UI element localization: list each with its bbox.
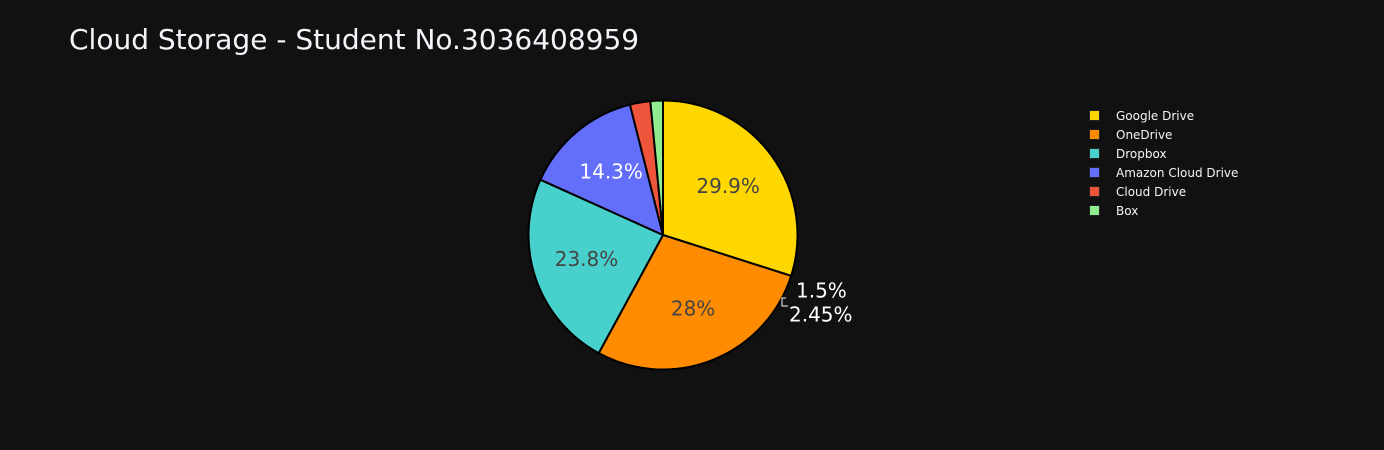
pie-slice-onedrive[interactable] [597, 233, 793, 371]
legend-swatch [1089, 167, 1100, 178]
legend-item-dropbox[interactable]: Dropbox [1089, 144, 1238, 163]
legend-item-cloud-drive[interactable]: Cloud Drive [1089, 182, 1238, 201]
leader-line-cloud-drive [781, 297, 788, 307]
legend-swatch [1089, 205, 1100, 216]
pie-slice-google-drive[interactable] [662, 99, 799, 278]
slice-label-amazon-cloud-drive: 14.3% [579, 160, 643, 184]
legend-item-amazon-cloud-drive[interactable]: Amazon Cloud Drive [1089, 163, 1238, 182]
slice-label-cloud-drive: 2.45% [789, 303, 853, 327]
legend-label: Box [1116, 203, 1139, 218]
slice-label-box: 1.5% [796, 279, 847, 303]
legend-label: OneDrive [1116, 127, 1173, 142]
pie-slice-box[interactable] [649, 99, 664, 236]
slice-label-google-drive: 29.9% [696, 174, 760, 198]
legend-swatch [1089, 148, 1100, 159]
legend-item-google-drive[interactable]: Google Drive [1089, 106, 1238, 125]
legend: Google Drive OneDrive Dropbox Amazon Cloud … [1089, 106, 1238, 220]
pie-slice-dropbox[interactable] [527, 178, 665, 355]
legend-swatch [1089, 129, 1100, 140]
legend-label: Google Drive [1116, 108, 1195, 123]
chart-title: Cloud Storage - Student No.3036408959 [69, 23, 640, 56]
legend-item-onedrive[interactable]: OneDrive [1089, 125, 1238, 144]
legend-swatch [1089, 110, 1100, 121]
legend-item-box[interactable]: Box [1089, 201, 1238, 220]
legend-label: Cloud Drive [1116, 184, 1187, 199]
legend-label: Dropbox [1116, 146, 1167, 161]
legend-label: Amazon Cloud Drive [1116, 165, 1239, 180]
legend-swatch [1089, 186, 1100, 197]
slice-label-onedrive: 28% [671, 296, 715, 320]
slice-label-dropbox: 23.8% [555, 247, 619, 271]
pie-slice-amazon-cloud-drive[interactable] [539, 103, 665, 237]
